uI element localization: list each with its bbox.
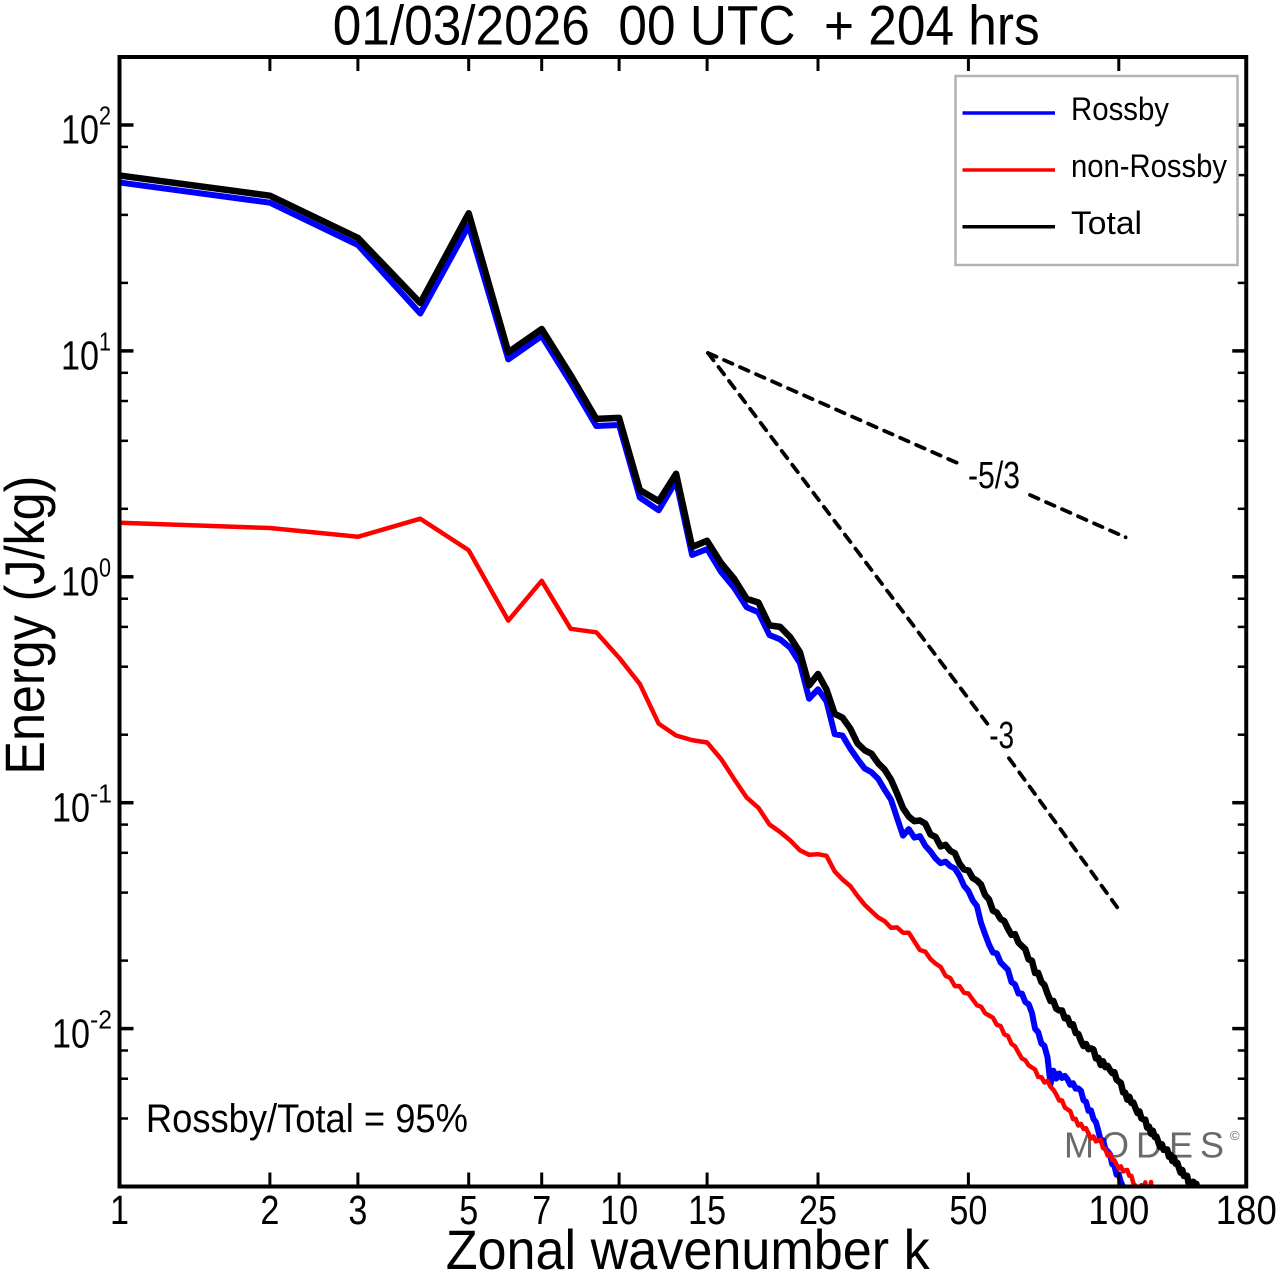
svg-text:-5/3: -5/3 xyxy=(968,455,1020,497)
svg-text:180: 180 xyxy=(1216,1187,1277,1233)
svg-text:10-2: 10-2 xyxy=(52,1004,112,1056)
svg-text:Rossby: Rossby xyxy=(1071,91,1169,127)
svg-text:3: 3 xyxy=(348,1187,367,1233)
svg-text:7: 7 xyxy=(532,1187,551,1233)
svg-text:non-Rossby: non-Rossby xyxy=(1071,148,1227,184)
svg-text:Rossby/Total = 95%: Rossby/Total = 95% xyxy=(146,1097,468,1141)
svg-text:1: 1 xyxy=(110,1187,129,1233)
svg-text:102: 102 xyxy=(61,101,111,153)
svg-text:10: 10 xyxy=(600,1187,638,1233)
svg-text:15: 15 xyxy=(688,1187,726,1233)
svg-text:-3: -3 xyxy=(989,715,1014,757)
svg-text:100: 100 xyxy=(1088,1187,1149,1233)
svg-text:Total: Total xyxy=(1071,205,1142,241)
svg-text:100: 100 xyxy=(61,553,111,605)
svg-text:01/03/2026 00 UTC + 204 hrs: 01/03/2026 00 UTC + 204 hrs xyxy=(333,0,1040,57)
svg-text:10-1: 10-1 xyxy=(52,778,112,830)
svg-text:Energy (J/kg): Energy (J/kg) xyxy=(0,476,56,775)
svg-text:50: 50 xyxy=(949,1187,987,1233)
svg-text:©: © xyxy=(1230,1128,1240,1143)
svg-text:5: 5 xyxy=(459,1187,478,1233)
svg-text:101: 101 xyxy=(61,327,111,379)
svg-text:25: 25 xyxy=(799,1187,837,1233)
svg-text:Zonal wavenumber k: Zonal wavenumber k xyxy=(446,1218,931,1281)
svg-text:2: 2 xyxy=(260,1187,279,1233)
svg-text:MODES: MODES xyxy=(1064,1125,1231,1166)
